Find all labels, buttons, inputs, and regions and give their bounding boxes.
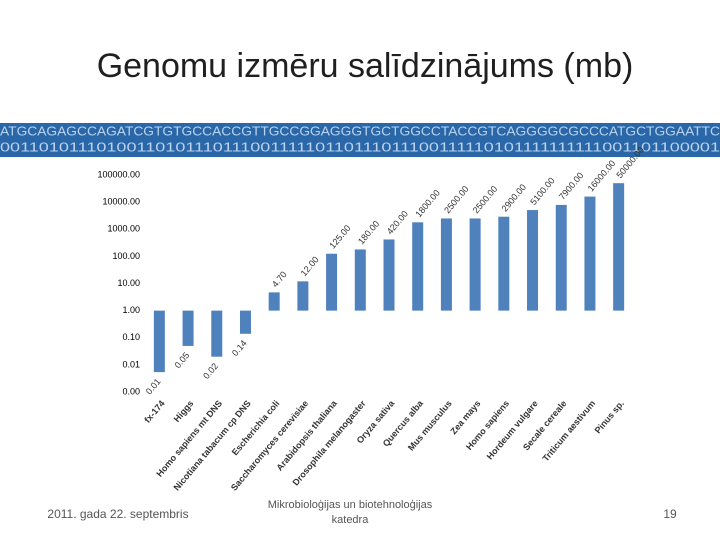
x-tick-label: Pinus sp. (593, 398, 626, 435)
bar (584, 196, 596, 311)
page-number: 19 (663, 507, 677, 521)
y-tick-label: 0.10 (122, 332, 140, 342)
data-label: 2900.00 (500, 182, 529, 213)
data-label: 0.02 (201, 361, 220, 381)
y-tick-label: 100000.00 (97, 169, 140, 179)
bar (326, 253, 338, 311)
data-label: 0.05 (172, 350, 191, 370)
data-label: 4.70 (270, 269, 289, 289)
data-label: 125.00 (327, 223, 352, 251)
binary-text: 0011010111010011010111011100111110110111… (0, 140, 720, 154)
y-tick-label: 0.00 (122, 386, 140, 396)
bar (469, 218, 481, 311)
data-label: 0.01 (144, 377, 163, 397)
bar (613, 183, 625, 311)
x-tick-label: Triticum aestivum (540, 398, 597, 463)
bar (297, 281, 309, 311)
y-tick-label: 1000.00 (107, 224, 140, 234)
y-tick-label: 10000.00 (102, 197, 140, 207)
data-label: 0.14 (230, 338, 249, 358)
bar (239, 310, 251, 334)
sequence-text: ATGCAGAGCCAGATCGTGTGCCACCGTTGCCGGAGGGTGC… (0, 124, 720, 138)
x-tick-label: fx-174 (142, 398, 166, 424)
bar (383, 239, 395, 311)
data-label: 7900.00 (557, 170, 586, 201)
bar (182, 310, 194, 346)
footer-department: Mikrobioloģijas un biotehnoloģijas kated… (267, 499, 433, 526)
footer-date: 2011. gada 22. septembris (47, 507, 188, 521)
bar (268, 292, 280, 311)
bar (440, 218, 452, 311)
bar (555, 204, 567, 311)
data-label: 420.00 (385, 209, 410, 237)
dna-band (0, 123, 720, 157)
bar (412, 222, 424, 311)
data-label: 12.00 (299, 254, 321, 278)
bar (527, 210, 539, 311)
data-label: 180.00 (356, 219, 381, 247)
data-label: 16000.00 (586, 158, 618, 193)
bar (498, 216, 510, 311)
data-label: 2500.00 (442, 184, 471, 215)
slide-title: Genomu izmēru salīdzinājums (mb) (97, 47, 634, 85)
x-tick-label: Hordeum vulgare (485, 398, 540, 461)
bar (354, 249, 366, 311)
footer-department-box: Mikrobioloģijas un biotehnoloģijas kated… (267, 499, 433, 526)
bar (153, 310, 165, 373)
y-tick-label: 1.00 (122, 305, 140, 315)
bar (211, 310, 223, 357)
data-label: 5100.00 (528, 176, 557, 207)
x-tick-label: Higgs (172, 398, 196, 424)
y-tick-label: 100.00 (112, 251, 140, 261)
data-label: 2500.00 (471, 184, 500, 215)
y-tick-label: 10.00 (117, 278, 140, 288)
data-label: 1800.00 (413, 188, 442, 219)
y-tick-label: 0.01 (122, 359, 140, 369)
